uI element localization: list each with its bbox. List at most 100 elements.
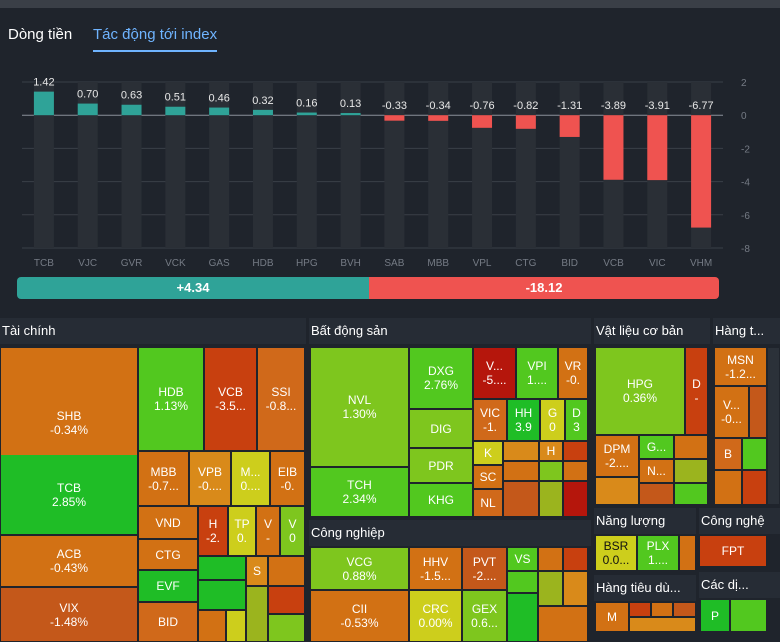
stock-tile-m[interactable]: M... 0....	[231, 451, 270, 506]
bar-hdb[interactable]	[252, 109, 273, 116]
stock-tile-eib[interactable]: EIB -0.	[270, 451, 305, 506]
stock-tile-vic[interactable]: VIC -1.	[473, 399, 507, 441]
stock-tile-s[interactable]: S	[246, 556, 268, 586]
stock-tile-vpi[interactable]: VPI 1....	[516, 347, 558, 399]
stock-tile-hpg[interactable]: HPG 0.36%	[595, 347, 685, 435]
sector-header-energy[interactable]: Năng lượng	[594, 508, 696, 534]
stock-tile-vr[interactable]: VR -0.	[558, 347, 588, 399]
stock-tile-small[interactable]	[538, 571, 563, 606]
tab-index-impact[interactable]: Tác động tới index	[93, 26, 218, 43]
bar-sab[interactable]	[384, 115, 405, 121]
stock-tile-small[interactable]	[503, 441, 539, 461]
stock-tile-small[interactable]	[539, 481, 563, 517]
stock-tile-crc[interactable]: CRC 0.00%	[409, 590, 462, 642]
stock-tile-b[interactable]: B	[714, 438, 742, 470]
stock-tile-small[interactable]	[503, 461, 539, 481]
bar-tcb[interactable]	[33, 91, 54, 116]
stock-tile-small[interactable]	[198, 610, 226, 642]
stock-tile-sc[interactable]: SC	[473, 465, 503, 489]
stock-tile-small[interactable]	[507, 593, 538, 642]
stock-tile-small[interactable]	[503, 481, 539, 517]
sector-header-industry[interactable]: Công nghiệp	[309, 520, 591, 546]
stock-tile-small[interactable]	[563, 547, 588, 571]
stock-tile-plx[interactable]: PLX 1....	[637, 535, 679, 571]
stock-tile-small[interactable]	[198, 556, 246, 580]
stock-tile-small[interactable]	[674, 483, 708, 505]
tab-money-flow[interactable]: Dòng tiền	[8, 26, 73, 43]
stock-tile-v1[interactable]: V-	[256, 506, 280, 556]
stock-tile-small[interactable]	[563, 481, 588, 517]
stock-tile-msn[interactable]: MSN -1.2...	[714, 347, 767, 386]
sector-header-finance[interactable]: Tài chính	[0, 318, 306, 344]
bar-gas[interactable]	[209, 107, 230, 116]
stock-tile-small[interactable]	[639, 483, 674, 505]
stock-tile-ssi[interactable]: SSI -0.8...	[257, 347, 305, 451]
stock-tile-evf[interactable]: EVF	[138, 570, 198, 602]
stock-tile-h[interactable]: H -2.	[198, 506, 228, 556]
bar-vpl[interactable]	[472, 115, 493, 128]
stock-tile-small[interactable]	[714, 470, 742, 505]
stock-tile-tp[interactable]: TP 0.	[228, 506, 256, 556]
bar-gvr[interactable]	[121, 104, 142, 116]
stock-tile-bid[interactable]: BID	[138, 602, 198, 642]
sector-header-real-estate[interactable]: Bất động sản	[309, 318, 591, 344]
stock-tile-small[interactable]	[198, 580, 246, 610]
stock-tile-dig[interactable]: DIG	[409, 409, 473, 448]
stock-tile-small[interactable]	[742, 438, 767, 470]
stock-tile-hbds[interactable]: H	[539, 441, 563, 461]
bar-vic[interactable]	[647, 115, 668, 181]
bar-ctg[interactable]	[515, 115, 536, 129]
stock-tile-small[interactable]	[595, 477, 639, 505]
stock-tile-vcb[interactable]: VCB -3.5...	[204, 347, 257, 451]
stock-tile-hh[interactable]: HH 3.9	[507, 399, 540, 441]
bar-vjc[interactable]	[77, 103, 98, 116]
sector-header-materials[interactable]: Vật liệu cơ bản	[594, 318, 710, 344]
stock-tile-acb[interactable]: ACB -0.43%	[0, 535, 138, 587]
stock-tile-vpb[interactable]: VPB -0....	[189, 451, 231, 506]
stock-tile-hhv[interactable]: HHV -1.5...	[409, 547, 462, 590]
stock-tile-small[interactable]	[679, 535, 696, 571]
bar-mbb[interactable]	[428, 115, 449, 121]
stock-tile-nmat[interactable]: N...	[639, 459, 674, 483]
stock-tile-gmat[interactable]: G...	[639, 435, 674, 459]
stock-tile-vnd[interactable]: VND	[138, 506, 198, 539]
stock-tile-small[interactable]	[507, 571, 538, 593]
stock-tile-small[interactable]	[673, 602, 696, 617]
sector-header-tech[interactable]: Công nghệ	[699, 508, 780, 534]
stock-tile-mcons[interactable]: M	[595, 602, 629, 632]
stock-tile-small[interactable]	[674, 459, 708, 483]
bar-bid[interactable]	[559, 115, 580, 137]
stock-tile-small[interactable]	[749, 386, 767, 438]
stock-tile-small[interactable]	[674, 435, 708, 459]
sector-header-consumer[interactable]: Hàng tiêu dù...	[594, 575, 696, 601]
stock-tile-small[interactable]	[730, 599, 767, 632]
stock-tile-nvl[interactable]: NVL 1.30%	[310, 347, 409, 467]
stock-tile-small[interactable]	[651, 602, 673, 617]
stock-tile-ctg[interactable]: CTG	[138, 539, 198, 570]
stock-tile-vgoods[interactable]: V... -0...	[714, 386, 749, 438]
stock-tile-pdr[interactable]: PDR	[409, 448, 473, 483]
stock-tile-mbb[interactable]: MBB -0.7...	[138, 451, 189, 506]
stock-tile-small[interactable]	[563, 441, 588, 461]
stock-tile-small[interactable]	[268, 614, 305, 642]
stock-tile-gex[interactable]: GEX 0.6...	[462, 590, 507, 642]
stock-tile-vix[interactable]: VIX -1.48%	[0, 587, 138, 642]
stock-tile-vs[interactable]: VS	[507, 547, 538, 571]
stock-tile-small[interactable]	[563, 571, 588, 606]
stock-tile-fpt[interactable]: FPT	[699, 535, 767, 567]
stock-tile-pvt[interactable]: PVT -2....	[462, 547, 507, 590]
stock-tile-small[interactable]	[246, 586, 268, 642]
stock-tile-small[interactable]	[268, 556, 305, 586]
stock-tile-k[interactable]: K	[473, 441, 503, 465]
stock-tile-dpm[interactable]: DPM -2....	[595, 435, 639, 477]
stock-tile-small[interactable]	[742, 470, 767, 505]
stock-tile-cii[interactable]: CII -0.53%	[310, 590, 409, 642]
stock-tile-hdb[interactable]: HDB 1.13%	[138, 347, 204, 451]
stock-tile-small[interactable]	[629, 602, 651, 617]
stock-tile-small[interactable]	[538, 547, 563, 571]
stock-tile-small[interactable]	[539, 461, 563, 481]
stock-tile-tcb-main[interactable]: TCB 2.85%	[0, 455, 138, 535]
